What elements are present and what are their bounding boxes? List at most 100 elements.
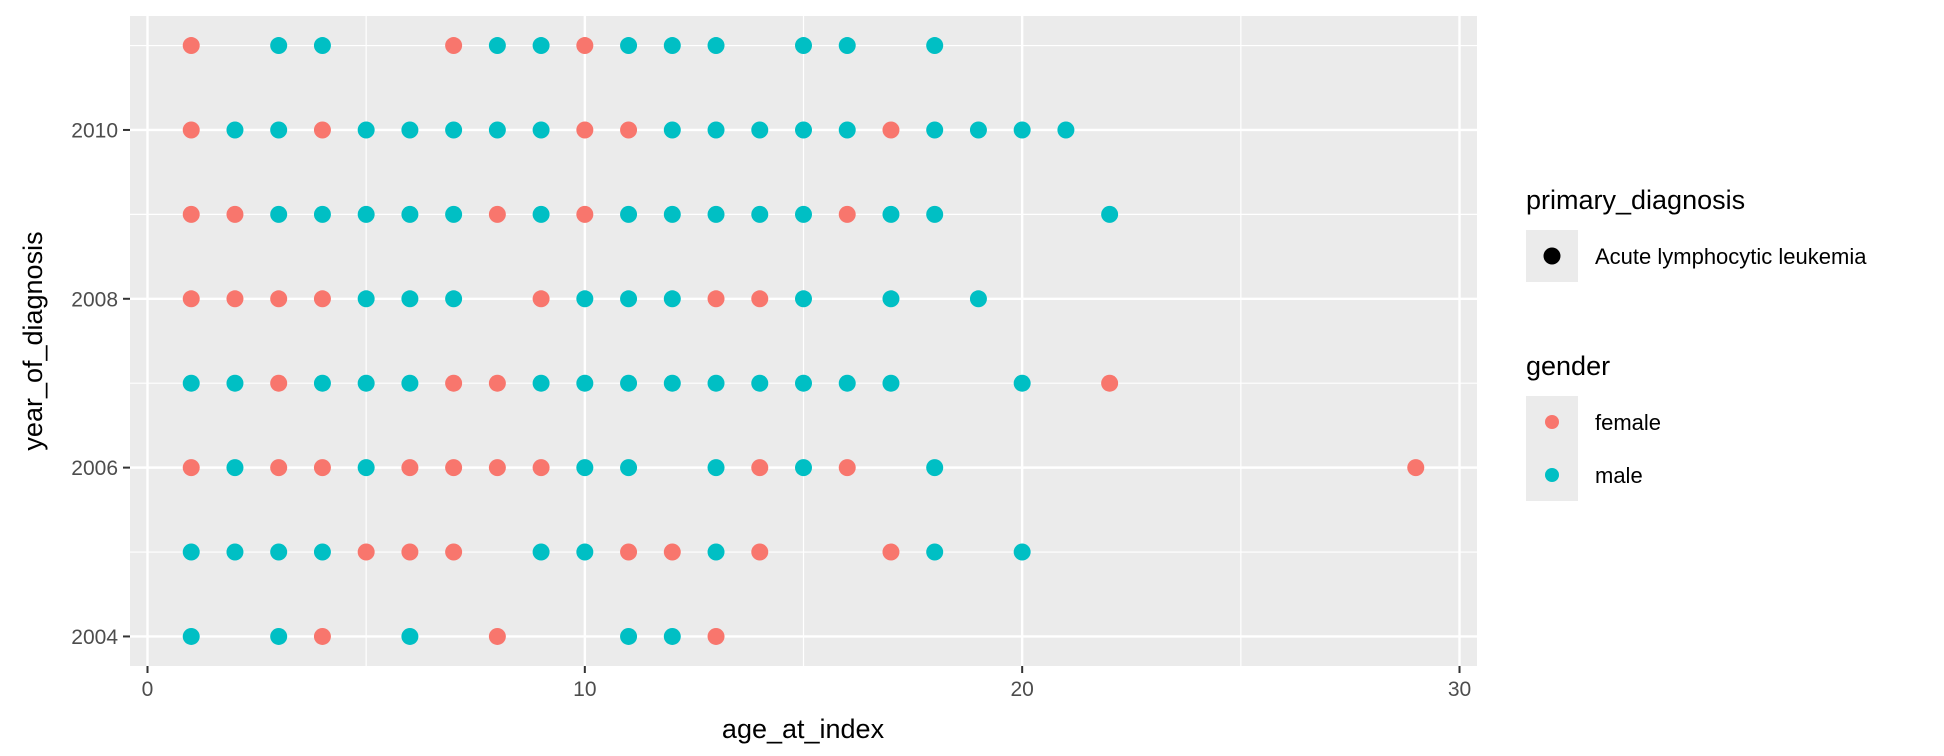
y-axis: 2004 2006 2008 2010 [71,119,130,649]
point-male [445,290,463,308]
point-female [445,374,463,392]
point-female [270,459,288,477]
point-male [751,121,769,139]
legend-title-gender: gender [1526,351,1610,381]
point-female [270,290,288,308]
point-male [663,205,681,223]
point-male [1013,121,1031,139]
point-male [357,290,375,308]
y-tick-label: 2006 [71,457,118,480]
point-male [270,543,288,561]
legend-key-male [1545,468,1559,482]
y-tick-label: 2004 [71,626,118,649]
point-male [270,205,288,223]
point-male [751,205,769,223]
point-male [401,205,419,223]
point-male [620,374,638,392]
x-tick-label: 10 [573,678,596,701]
point-female [226,205,244,223]
point-female [401,543,419,561]
point-female [182,37,200,55]
point-female [488,205,506,223]
point-male [751,374,769,392]
point-male [663,627,681,645]
point-female [1407,459,1425,477]
point-female [576,121,594,139]
point-female [620,121,638,139]
legend-label-acute-lymphocytic-leukemia: Acute lymphocytic leukemia [1595,244,1867,269]
legend-key-female [1545,415,1559,429]
point-female [663,543,681,561]
point-male [620,290,638,308]
point-male [532,205,550,223]
point-male [226,121,244,139]
point-male [795,290,812,308]
point-male [620,627,638,645]
point-male [226,459,244,477]
point-male [969,121,987,139]
point-female [182,205,200,223]
point-female [707,290,725,308]
point-male [838,374,856,392]
point-male [926,459,944,477]
point-female [445,459,463,477]
point-female [882,121,900,139]
legend-label-male: male [1595,463,1643,488]
point-female [182,290,200,308]
point-female [182,121,200,139]
point-male [795,37,812,55]
point-male [313,374,331,392]
point-male [707,121,725,139]
point-female [751,459,769,477]
point-male [707,543,725,561]
point-male [445,205,463,223]
point-female [488,459,506,477]
point-male [532,374,550,392]
point-female [838,205,856,223]
x-tick-label: 0 [142,678,154,701]
point-male [576,459,594,477]
point-male [882,205,900,223]
point-male [620,459,638,477]
point-male [620,205,638,223]
data-points [182,37,1425,645]
point-male [1057,121,1075,139]
point-female [488,374,506,392]
point-female [882,543,900,561]
point-female [707,627,725,645]
point-male [576,543,594,561]
point-male [882,290,900,308]
point-female [357,543,375,561]
x-axis-title: age_at_index [722,714,885,744]
point-male [182,374,200,392]
point-male [663,290,681,308]
x-axis: 0 10 20 30 [142,666,1471,701]
point-female [226,290,244,308]
point-male [357,459,375,477]
point-male [707,37,725,55]
point-male [926,121,944,139]
point-male [401,121,419,139]
point-male [532,543,550,561]
point-male [707,205,725,223]
point-male [226,374,244,392]
point-female [182,459,200,477]
point-female [620,543,638,561]
point-male [1101,205,1119,223]
point-female [445,37,463,55]
point-male [532,37,550,55]
point-male [795,374,812,392]
point-male [1013,374,1031,392]
point-male [401,627,419,645]
y-tick-label: 2008 [71,288,118,311]
point-male [882,374,900,392]
legend-key-background [1526,396,1578,501]
point-female [576,37,594,55]
point-female [313,627,331,645]
point-male [401,374,419,392]
point-female [313,459,331,477]
point-male [270,37,288,55]
point-male [663,37,681,55]
point-male [182,543,200,561]
